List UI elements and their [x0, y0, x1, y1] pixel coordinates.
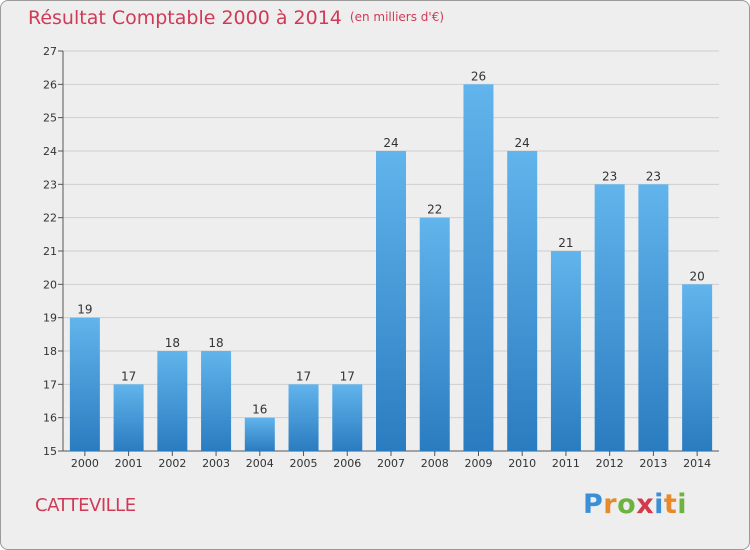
bar: [201, 351, 232, 451]
bar: [419, 217, 450, 451]
x-tick-label: 2010: [508, 457, 536, 470]
x-tick-label: 2012: [596, 457, 624, 470]
bar: [332, 384, 363, 451]
chart-title: Résultat Comptable 2000 à 2014 (en millie…: [28, 7, 444, 29]
value-label: 21: [558, 236, 573, 250]
y-tick-label: 17: [43, 378, 57, 391]
logo-letter: t: [663, 489, 678, 520]
value-label: 23: [646, 169, 661, 183]
y-tick-label: 22: [43, 212, 57, 225]
logo-letter: o: [617, 489, 637, 520]
value-label: 24: [515, 136, 530, 150]
value-label: 18: [208, 336, 223, 350]
bar: [638, 184, 669, 452]
bar: [69, 317, 100, 451]
x-tick-label: 2014: [683, 457, 711, 470]
x-tick-label: 2003: [202, 457, 230, 470]
y-tick-label: 18: [43, 345, 57, 358]
x-tick-label: 2001: [115, 457, 143, 470]
x-tick-label: 2009: [464, 457, 492, 470]
logo-letter: x: [636, 489, 655, 520]
logo-letter: i: [654, 489, 664, 520]
x-tick-label: 2004: [246, 457, 274, 470]
y-tick-label: 26: [43, 78, 57, 91]
y-tick-label: 27: [43, 45, 57, 58]
bar: [288, 384, 319, 451]
y-tick-label: 24: [43, 145, 57, 158]
bar: [376, 151, 406, 451]
chart-unit: (en milliers d'€): [349, 10, 445, 24]
value-label: 24: [383, 136, 398, 150]
y-tick-label: 16: [43, 412, 57, 425]
y-tick-label: 23: [43, 178, 57, 191]
y-tick-label: 25: [43, 112, 57, 125]
y-tick-label: 15: [43, 445, 57, 458]
chart-title-text: Résultat Comptable 2000 à 2014: [28, 7, 342, 29]
y-tick-label: 19: [43, 312, 57, 325]
value-label: 19: [77, 303, 92, 317]
bar: [157, 351, 188, 451]
bar: [244, 417, 275, 451]
bar: [682, 284, 713, 451]
city-name: CATTEVILLE: [35, 495, 136, 516]
value-label: 17: [121, 369, 136, 383]
value-label: 22: [427, 203, 442, 217]
x-tick-label: 2007: [377, 457, 405, 470]
x-tick-label: 2002: [158, 457, 186, 470]
x-tick-label: 2008: [421, 457, 449, 470]
y-tick-label: 21: [43, 245, 57, 258]
bar: [594, 184, 625, 452]
x-tick-label: 2011: [552, 457, 580, 470]
x-tick-label: 2000: [71, 457, 99, 470]
bar: [507, 151, 538, 451]
proxiti-logo: Proxiti: [583, 489, 687, 520]
logo-letter: r: [603, 489, 618, 520]
value-label: 20: [689, 269, 704, 283]
value-label: 23: [602, 169, 617, 183]
value-label: 18: [165, 336, 180, 350]
bar: [113, 384, 144, 451]
value-label: 16: [252, 403, 267, 417]
logo-letter: i: [677, 489, 688, 520]
value-label: 26: [471, 69, 486, 83]
x-tick-label: 2005: [290, 457, 318, 470]
bar: [463, 84, 494, 451]
x-tick-label: 2013: [639, 457, 667, 470]
logo-letter: P: [583, 489, 604, 520]
value-label: 17: [296, 369, 311, 383]
y-tick-label: 20: [43, 278, 57, 291]
x-tick-label: 2006: [333, 457, 361, 470]
value-label: 17: [340, 369, 355, 383]
bar: [550, 251, 581, 451]
